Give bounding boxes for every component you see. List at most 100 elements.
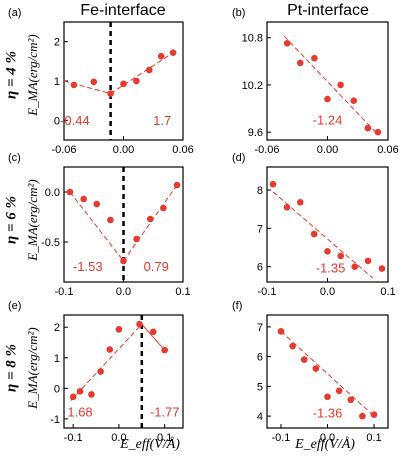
xlabel-left: E_eff(V/Å)	[119, 436, 180, 452]
panel-label: (b)	[232, 7, 245, 19]
xlabel-right: E_eff(V/Å)	[294, 436, 355, 452]
panel-f: (f) -0.1 0.0 0.1 4 5 6 7 -1.36	[232, 300, 389, 444]
data-point	[97, 368, 104, 375]
panel-label: (d)	[232, 152, 245, 164]
panel-label: (f)	[232, 300, 242, 312]
x-tick-label: 0.1	[157, 432, 172, 444]
y-tick-label: 1	[54, 353, 60, 365]
data-point	[107, 90, 114, 97]
x-tick-label: -0.1	[64, 432, 83, 444]
y-tick-label: 2	[54, 37, 60, 49]
slope-annotation: 1.68	[67, 405, 92, 420]
row-label-3: η = 8 %	[3, 344, 19, 392]
data-point	[296, 59, 304, 67]
panel-b: (b) -0.06 0.00 0.06 9.6 10.2 10.8 -1.24	[232, 7, 399, 156]
slope-annotation: -0.44	[60, 113, 90, 128]
fit-line	[141, 323, 163, 349]
y-tick-label: 2	[54, 322, 60, 334]
y-tick-label: 9.6	[248, 127, 263, 139]
row-label-1: η = 4 %	[3, 51, 19, 99]
data-point	[283, 203, 291, 211]
data-point	[337, 81, 344, 89]
x-tick-label: -0.1	[258, 286, 277, 298]
row-label-2-text: η = 6 %	[3, 196, 19, 244]
col-title-pt: Pt-interface	[287, 2, 369, 19]
fit-line	[280, 330, 375, 417]
y-tick-label: 0	[54, 115, 60, 127]
data-point	[324, 248, 331, 255]
data-point	[76, 388, 84, 395]
ylabel-row-1-text: E_MA(erg/cm²)	[25, 34, 40, 116]
slope-annotation: -1.36	[313, 406, 343, 421]
data-point	[133, 77, 140, 85]
data-point	[310, 230, 318, 238]
slope-annotation: 1.7	[153, 113, 171, 128]
data-point	[283, 39, 291, 47]
data-point	[296, 198, 304, 206]
x-tick-label: 0.0	[116, 286, 131, 298]
fit-line	[110, 52, 174, 95]
panel-e: (e) -0.1 0.0 0.1 -1 0 1 2 1.68 -1.77	[8, 300, 184, 444]
data-point	[69, 393, 77, 401]
data-point	[374, 128, 382, 136]
data-point	[370, 411, 378, 418]
y-tick-label: 8	[257, 185, 263, 197]
axes-frame	[63, 314, 184, 429]
x-tick-label: -0.06	[51, 144, 76, 156]
data-point	[115, 326, 123, 333]
data-point	[133, 235, 140, 243]
row-label-1-text: η = 4 %	[3, 51, 19, 99]
x-tick-label: -0.06	[254, 144, 279, 156]
x-tick-label: 0.06	[172, 144, 193, 156]
data-point	[136, 320, 143, 328]
row-label-2: η = 6 %	[3, 196, 19, 244]
data-point	[145, 66, 153, 74]
data-point	[311, 54, 318, 62]
y-tick-label: 1	[54, 76, 60, 88]
ylabel-row-3-text: E_MA(erg/cm²)	[25, 327, 40, 409]
data-point	[312, 365, 320, 372]
panel-label: (e)	[8, 300, 21, 312]
panel-label: (a)	[8, 7, 21, 19]
data-point	[93, 200, 101, 208]
x-tick-label: 0.00	[113, 144, 134, 156]
slope-annotation: -1.53	[73, 259, 103, 274]
data-point	[160, 204, 167, 212]
data-point	[300, 356, 308, 363]
panel-a: (a) -0.06 0.00 0.06 0 1 2 -0.44 1.7	[8, 7, 194, 156]
slope-annotation: 0.79	[144, 259, 169, 274]
data-point	[359, 412, 366, 420]
row-label-3-text: η = 8 %	[3, 344, 19, 392]
data-point	[364, 124, 372, 132]
data-point	[169, 49, 177, 56]
y-tick-label: 0	[54, 383, 60, 395]
x-tick-label: -0.1	[55, 286, 74, 298]
data-point	[378, 265, 386, 272]
data-point	[161, 346, 168, 354]
fit-line	[69, 191, 124, 262]
fit-line	[63, 80, 111, 95]
y-tick-label: 5	[257, 381, 263, 393]
data-point	[269, 180, 277, 188]
data-point	[80, 195, 87, 203]
data-point	[120, 257, 127, 265]
data-point	[347, 396, 355, 404]
x-tick-label: 0.0	[111, 432, 126, 444]
slope-annotation: -1.77	[150, 405, 180, 420]
x-tick-label: -0.1	[271, 432, 290, 444]
x-tick-label: 0.1	[380, 286, 395, 298]
fit-line	[272, 191, 374, 279]
y-tick-label: -0.5	[41, 237, 60, 249]
x-tick-label: 0.0	[320, 432, 335, 444]
ylabel-row-1: E_MA(erg/cm²)	[25, 34, 40, 116]
y-tick-label: 6	[257, 352, 263, 364]
data-point	[324, 95, 331, 103]
data-point	[324, 393, 331, 401]
data-point	[70, 81, 78, 89]
ylabel-row-2: E_MA(erg/cm²)	[25, 179, 40, 261]
data-point	[88, 391, 95, 398]
data-point	[107, 216, 114, 224]
ylabel-row-3: E_MA(erg/cm²)	[25, 327, 40, 409]
slope-annotation: -1.35	[316, 260, 346, 275]
